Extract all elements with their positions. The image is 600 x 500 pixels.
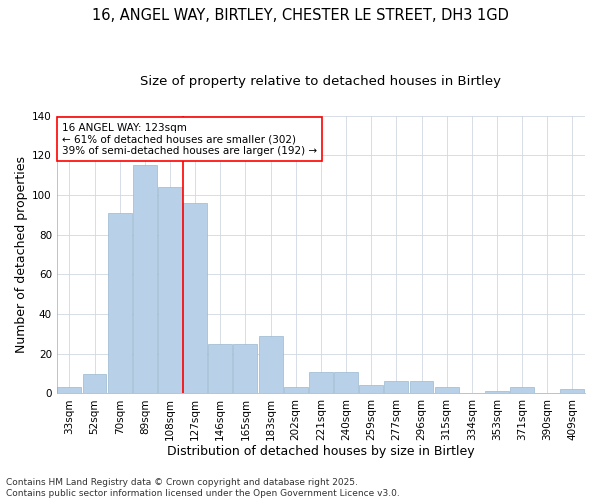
Text: Contains HM Land Registry data © Crown copyright and database right 2025.
Contai: Contains HM Land Registry data © Crown c…: [6, 478, 400, 498]
Title: Size of property relative to detached houses in Birtley: Size of property relative to detached ho…: [140, 75, 502, 88]
Text: 16 ANGEL WAY: 123sqm
← 61% of detached houses are smaller (302)
39% of semi-deta: 16 ANGEL WAY: 123sqm ← 61% of detached h…: [62, 122, 317, 156]
Bar: [334, 372, 358, 394]
Bar: [410, 382, 433, 394]
Bar: [133, 165, 157, 394]
Bar: [560, 390, 584, 394]
Bar: [435, 388, 458, 394]
Bar: [58, 388, 82, 394]
Bar: [385, 382, 408, 394]
Bar: [108, 213, 131, 394]
Bar: [510, 388, 534, 394]
Bar: [183, 203, 207, 394]
Bar: [233, 344, 257, 394]
Y-axis label: Number of detached properties: Number of detached properties: [15, 156, 28, 353]
Text: 16, ANGEL WAY, BIRTLEY, CHESTER LE STREET, DH3 1GD: 16, ANGEL WAY, BIRTLEY, CHESTER LE STREE…: [92, 8, 508, 22]
Bar: [284, 388, 308, 394]
Bar: [485, 392, 509, 394]
Bar: [208, 344, 232, 394]
Bar: [359, 386, 383, 394]
Bar: [259, 336, 283, 394]
X-axis label: Distribution of detached houses by size in Birtley: Distribution of detached houses by size …: [167, 444, 475, 458]
Bar: [83, 374, 106, 394]
Bar: [309, 372, 333, 394]
Bar: [158, 187, 182, 394]
